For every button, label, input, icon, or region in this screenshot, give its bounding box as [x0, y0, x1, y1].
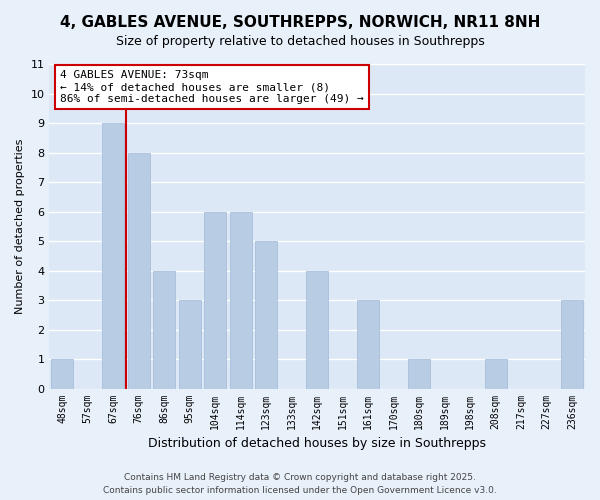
Bar [52, 359, 73, 388]
Text: 4, GABLES AVENUE, SOUTHREPPS, NORWICH, NR11 8NH: 4, GABLES AVENUE, SOUTHREPPS, NORWICH, N… [60, 15, 540, 30]
X-axis label: Distribution of detached houses by size in Southrepps: Distribution of detached houses by size … [148, 437, 486, 450]
Bar [154, 270, 175, 388]
Bar [485, 359, 506, 388]
Bar [128, 152, 149, 388]
Text: Contains HM Land Registry data © Crown copyright and database right 2025.
Contai: Contains HM Land Registry data © Crown c… [103, 474, 497, 495]
Bar [562, 300, 583, 388]
Bar [409, 359, 430, 388]
Bar [103, 123, 124, 388]
Bar [205, 212, 226, 388]
Text: Size of property relative to detached houses in Southrepps: Size of property relative to detached ho… [116, 35, 484, 48]
Bar [230, 212, 251, 388]
Y-axis label: Number of detached properties: Number of detached properties [15, 138, 25, 314]
Text: 4 GABLES AVENUE: 73sqm
← 14% of detached houses are smaller (8)
86% of semi-deta: 4 GABLES AVENUE: 73sqm ← 14% of detached… [60, 70, 364, 104]
Bar [179, 300, 200, 388]
Bar [358, 300, 379, 388]
Bar [307, 270, 328, 388]
Bar [256, 241, 277, 388]
